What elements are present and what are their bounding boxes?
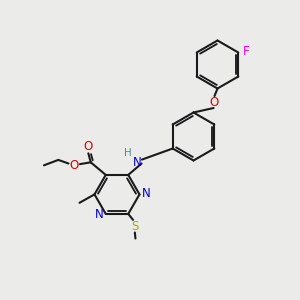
- Text: F: F: [243, 45, 250, 58]
- Text: N: N: [133, 155, 142, 169]
- Text: O: O: [69, 159, 79, 172]
- Text: H: H: [124, 148, 132, 158]
- Text: S: S: [131, 220, 139, 233]
- Text: O: O: [209, 95, 218, 109]
- Text: N: N: [95, 208, 103, 221]
- Text: N: N: [142, 187, 151, 200]
- Text: O: O: [83, 140, 92, 153]
